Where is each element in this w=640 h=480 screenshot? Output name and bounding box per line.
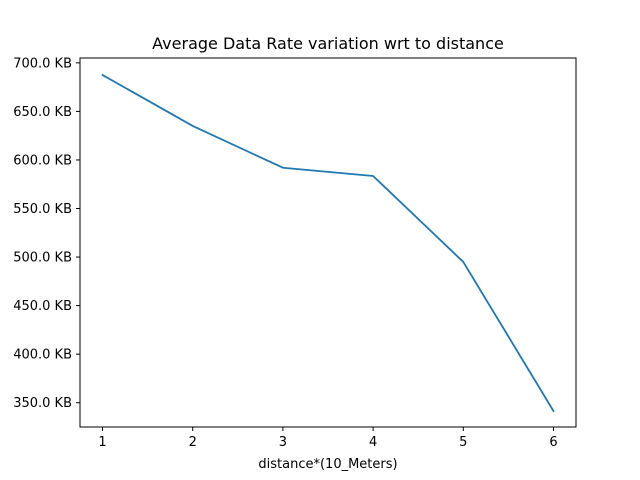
y-tick-label: 700.0 KB [13, 56, 72, 71]
y-tick-label: 400.0 KB [13, 348, 72, 363]
y-tick-label: 500.0 KB [13, 251, 72, 266]
x-tick-label: 1 [98, 435, 106, 450]
x-tick-label: 5 [459, 435, 467, 450]
x-tick-label: 3 [279, 435, 287, 450]
y-tick-label: 350.0 KB [13, 396, 72, 411]
series-line [101, 73, 555, 413]
x-tick-label: 6 [549, 435, 557, 450]
y-tick-label: 600.0 KB [13, 153, 72, 168]
plot-frame [79, 57, 577, 428]
chart-title: Average Data Rate variation wrt to dista… [152, 34, 504, 53]
y-tick-label: 450.0 KB [13, 299, 72, 314]
x-tick-label: 2 [189, 435, 197, 450]
x-tick-label: 4 [369, 435, 377, 450]
x-axis-label: distance*(10_Meters) [258, 457, 397, 472]
y-tick-label: 650.0 KB [13, 105, 72, 120]
plot-area: 350.0 KB 400.0 KB 450.0 KB 500.0 KB 550.0 KB… [13, 56, 577, 450]
y-tick-label: 550.0 KB [13, 202, 72, 217]
